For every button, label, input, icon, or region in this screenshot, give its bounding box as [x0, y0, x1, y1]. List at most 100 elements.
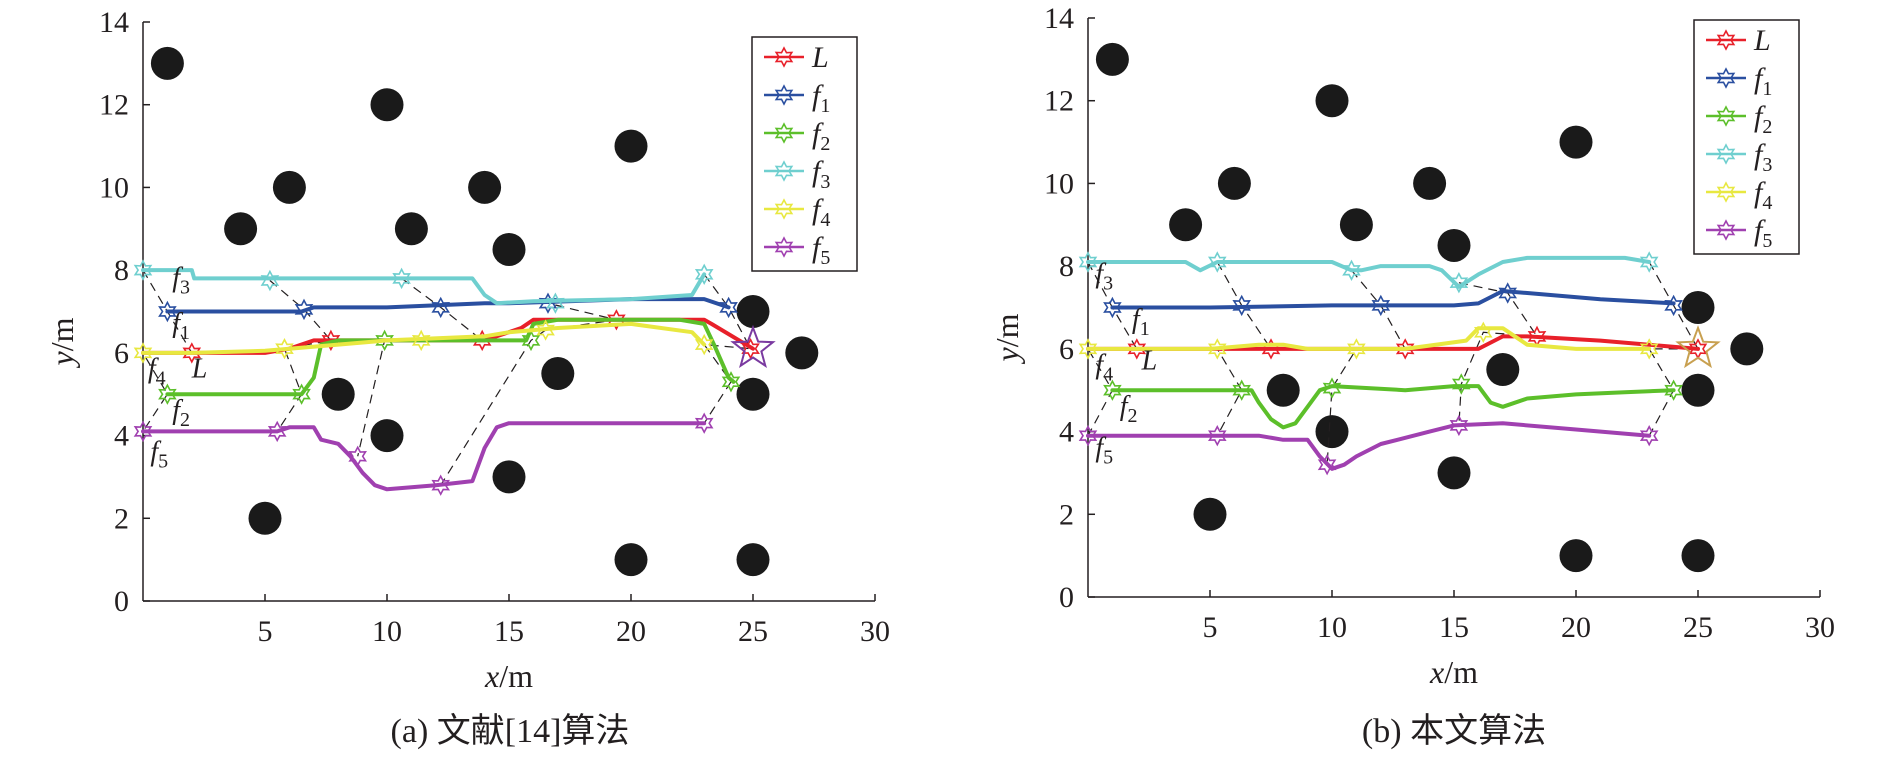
y-tick-label: 12	[1044, 85, 1074, 118]
legend-marker-L	[1716, 29, 1736, 51]
obstacle	[1193, 497, 1227, 531]
x-tick-label: 25	[738, 615, 768, 648]
marker-L	[1127, 338, 1147, 360]
marker-f2	[158, 383, 177, 405]
marker-f2	[521, 329, 541, 352]
x-tick-label: 20	[1561, 611, 1591, 644]
marker-f1	[1498, 282, 1518, 304]
marker-f5	[1449, 414, 1469, 437]
trajectory-f5	[1086, 421, 1652, 471]
marker-f3	[694, 263, 714, 286]
y-tick-label: 4	[1059, 416, 1074, 449]
marker-f2	[1322, 377, 1342, 399]
marker-L	[607, 309, 626, 331]
caption-b: (b) 本文算法	[1362, 712, 1546, 750]
y-axis-label: y/m	[989, 313, 1025, 364]
marker-f4	[133, 342, 153, 364]
trajectory-f2	[165, 317, 736, 397]
start-label: f2	[1120, 391, 1138, 427]
obstacle	[1315, 415, 1349, 449]
x-tick-label: 15	[494, 615, 524, 648]
y-tick-label: 14	[99, 6, 129, 39]
formation-line	[702, 273, 752, 424]
y-tick-label: 0	[114, 585, 129, 618]
obstacle	[1095, 42, 1129, 76]
obstacle	[468, 170, 502, 204]
obstacle	[248, 501, 282, 535]
obstacle	[1681, 373, 1715, 407]
marker-f4	[1474, 321, 1493, 344]
marker-f5	[1639, 424, 1659, 447]
obstacle	[1169, 208, 1203, 242]
legend-marker-f5	[1716, 219, 1736, 241]
obstacle	[736, 377, 770, 411]
marker-f4	[1078, 338, 1098, 360]
legend-marker-L	[774, 46, 794, 68]
marker-f2	[1232, 379, 1251, 401]
y-tick-label: 12	[99, 89, 129, 122]
x-tick-label: 30	[1805, 611, 1835, 644]
marker-f5	[133, 420, 153, 443]
x-tick-label: 30	[860, 615, 890, 648]
marker-f2	[721, 371, 741, 393]
obstacle	[1730, 332, 1764, 366]
legend-marker-f4	[774, 198, 794, 220]
x-tick-label: 10	[1317, 611, 1347, 644]
y-tick-label: 2	[114, 502, 129, 535]
formation-line	[1648, 261, 1700, 436]
x-tick-label: 10	[372, 615, 402, 648]
legend-marker-f1	[1716, 67, 1736, 89]
marker-f4	[1347, 338, 1366, 360]
obstacle	[272, 170, 306, 204]
x-tick-label: 20	[616, 615, 646, 648]
marker-f2	[292, 383, 311, 405]
y-tick-label: 8	[1059, 250, 1074, 283]
obstacle	[1339, 208, 1373, 242]
marker-f3	[1078, 251, 1098, 273]
marker-f2	[1664, 379, 1683, 401]
x-tick-label: 5	[258, 615, 273, 648]
obstacle	[1559, 125, 1593, 159]
start-label: f5	[150, 436, 168, 472]
obstacle	[1266, 373, 1300, 407]
marker-f4	[275, 337, 294, 360]
obstacle	[1559, 539, 1593, 573]
trajectory-f5	[141, 421, 707, 492]
marker-f2	[1103, 379, 1122, 401]
obstacle	[614, 129, 648, 163]
start-label: f2	[172, 395, 190, 431]
start-label: f1	[172, 308, 190, 344]
marker-f5	[1078, 424, 1098, 447]
trajectory-f2	[1110, 384, 1676, 430]
x-tick-label: 5	[1203, 611, 1218, 644]
obstacle	[736, 543, 770, 577]
marker-f4	[694, 333, 714, 356]
start-label: f3	[1095, 259, 1113, 295]
marker-f4	[411, 329, 431, 352]
start-label: f3	[172, 263, 190, 299]
trajectory-f4	[141, 321, 707, 355]
x-axis-label: x/m	[484, 658, 533, 694]
y-tick-label: 2	[1059, 498, 1074, 531]
obstacle	[541, 357, 575, 391]
y-tick-label: 4	[114, 420, 129, 453]
marker-f3	[1449, 271, 1469, 294]
formation-line	[269, 280, 333, 432]
y-tick-label: 10	[1044, 167, 1074, 200]
x-axis-label: x/m	[1429, 654, 1478, 690]
obstacle	[321, 377, 355, 411]
y-tick-label: 0	[1059, 581, 1074, 614]
obstacle	[1681, 291, 1715, 324]
legend-box	[1693, 19, 1800, 255]
marker-f1	[538, 292, 558, 314]
y-tick-label: 6	[114, 337, 129, 370]
marker-f1	[1103, 296, 1122, 319]
trajectory-f3	[1086, 255, 1652, 289]
legend-box	[751, 36, 858, 272]
obstacle	[370, 88, 404, 122]
obstacle	[614, 543, 648, 577]
marker-f4	[536, 319, 555, 341]
formation-line	[1326, 269, 1407, 465]
